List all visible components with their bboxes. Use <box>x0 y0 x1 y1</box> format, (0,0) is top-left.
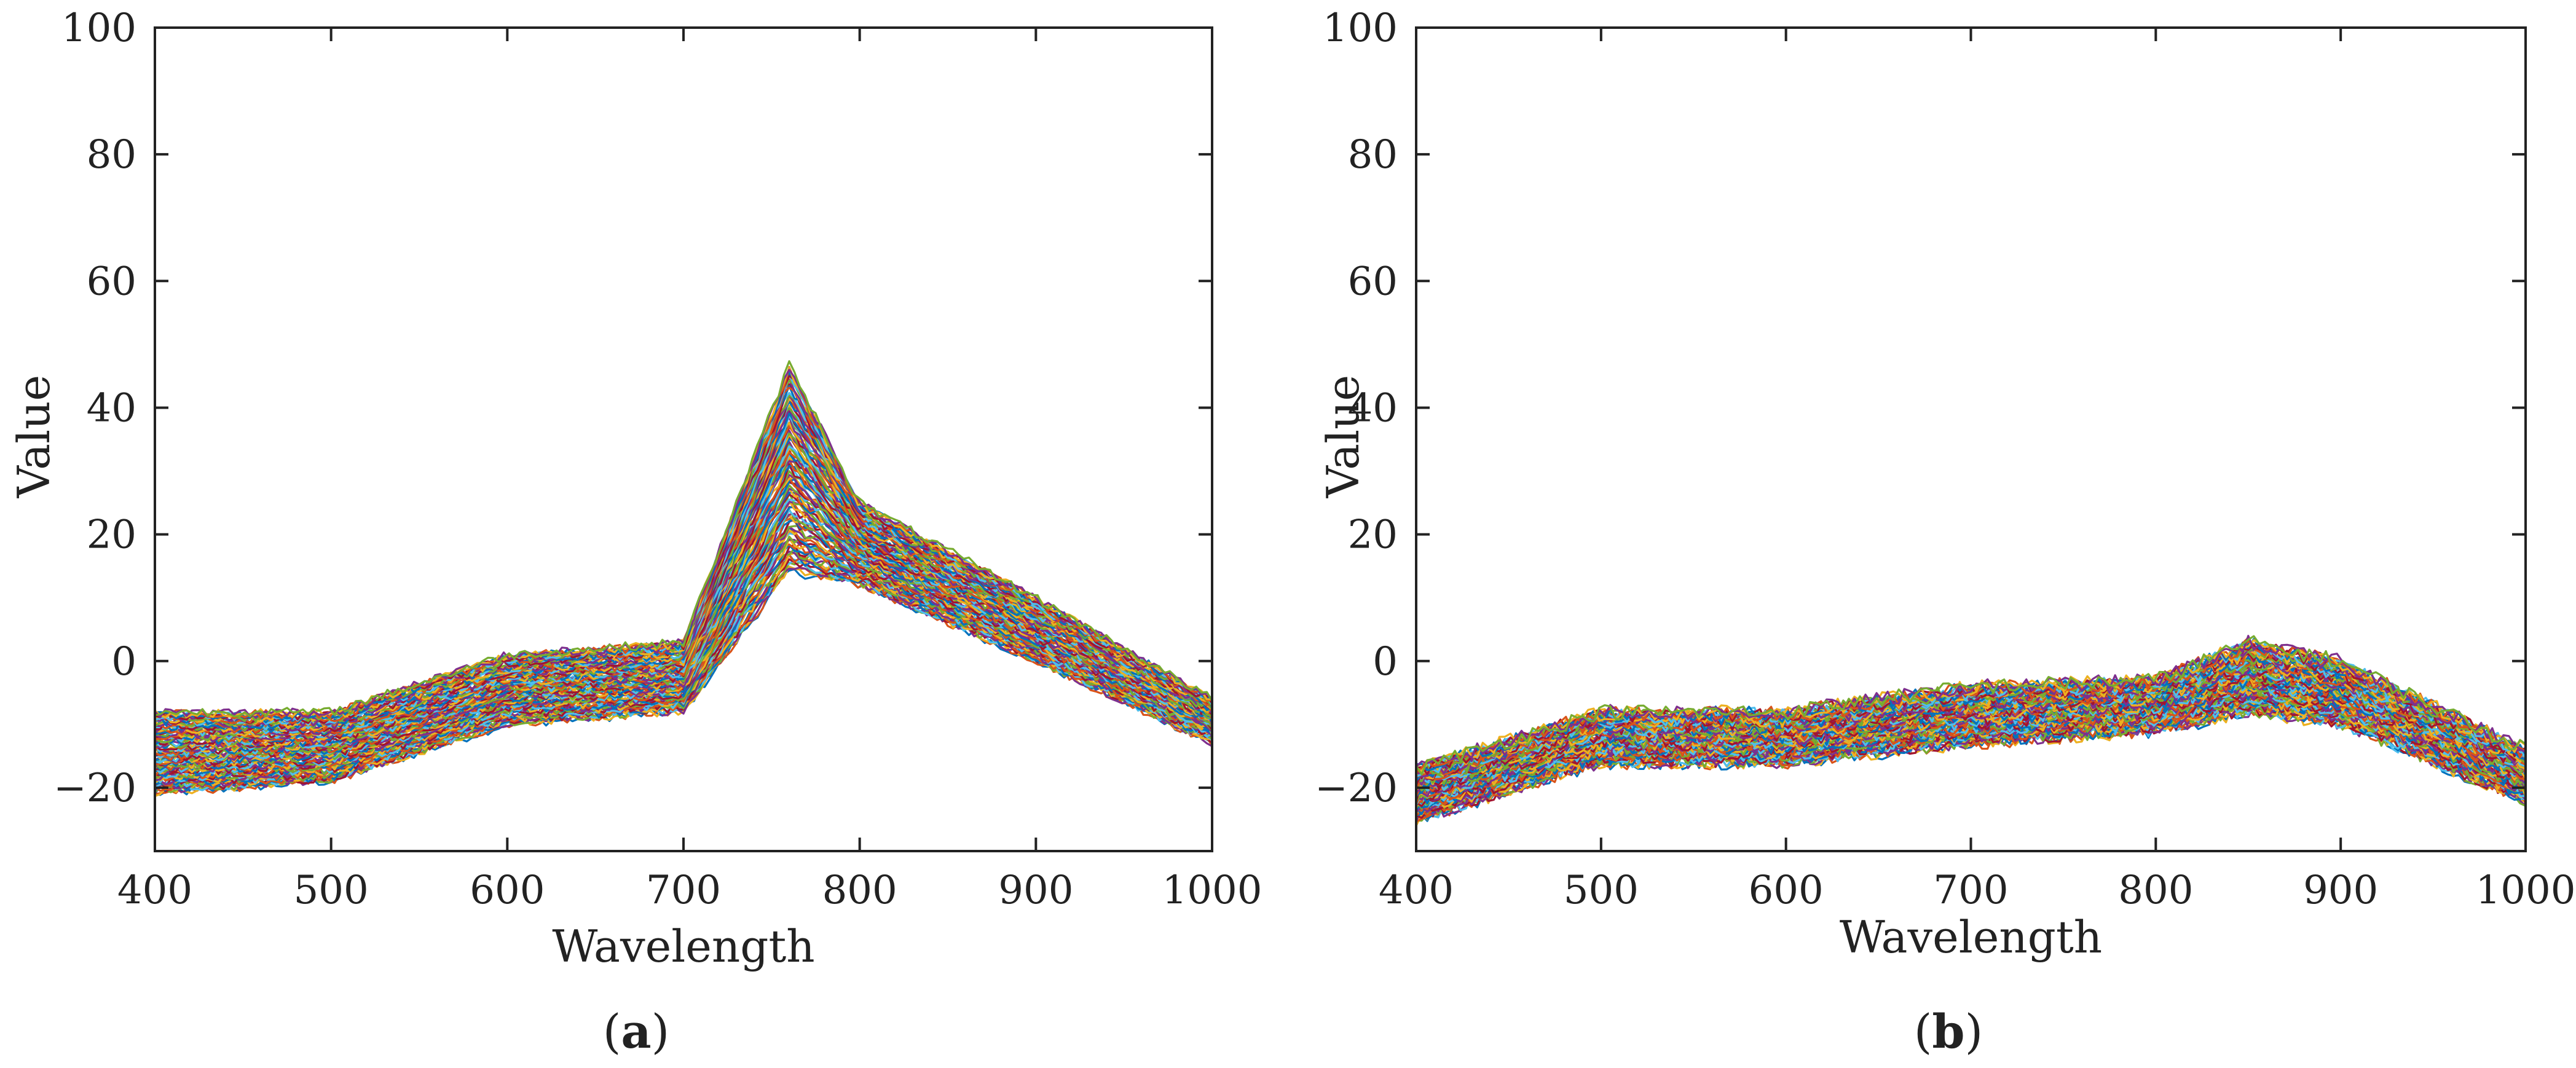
panel-a-caption: (a) <box>603 1004 670 1059</box>
panel-b-caption-open: ( <box>1914 1004 1932 1059</box>
panel-a-x-tick-label: 700 <box>646 868 721 913</box>
panel-a-caption-close: ) <box>652 1004 670 1059</box>
panel-b-x-axis-label: Wavelength <box>1840 911 2102 963</box>
panel-a-x-tick-label: 900 <box>998 868 1073 913</box>
panel-b-y-axis-label: Value <box>1317 375 1369 498</box>
panel-b-x-tick-label: 800 <box>2118 868 2193 913</box>
panel-b-series <box>1416 635 2526 827</box>
panel-b-x-tick-label: 400 <box>1379 868 1454 913</box>
panel-a-y-axis-label: Value <box>8 375 60 498</box>
panel-b-caption-close: ) <box>1965 1004 1983 1059</box>
panel-b-y-tick-label: 40 <box>1348 385 1398 431</box>
panel-b-y-tick-label: 0 <box>1373 639 1398 685</box>
panel-a-y-tick-label: 100 <box>61 6 136 51</box>
panel-a-x-tick-label: 1000 <box>1162 868 1262 913</box>
panel-a-caption-letter: a <box>621 1004 651 1059</box>
panel-a-y-tick-label: −20 <box>53 766 136 811</box>
panel-a-x-tick-label: 400 <box>117 868 192 913</box>
panel-b-y-tick-label: −20 <box>1315 766 1398 811</box>
panel-a-x-axis-label: Wavelength <box>552 921 814 972</box>
panel-a-y-tick-label: 40 <box>87 385 136 431</box>
panel-a-y-tick-label: 20 <box>87 512 136 558</box>
panel-b-ticks: 400 500 600 700 800 900 1000 −20 0 20 40 60 80 100 <box>1315 6 2576 913</box>
panel-b-spectrum-line <box>1416 635 2526 768</box>
panel-a-x-tick-label: 600 <box>470 868 545 913</box>
panel-a-x-tick-label: 800 <box>822 868 897 913</box>
panel-b-x-tick-label: 700 <box>1933 868 2008 913</box>
panel-b-x-tick-label: 900 <box>2303 868 2378 913</box>
panel-b-spectrum-line <box>1416 656 2526 790</box>
panel-b-y-tick-label: 60 <box>1348 259 1398 304</box>
panel-a-caption-open: ( <box>603 1004 621 1059</box>
panel-b-x-tick-label: 1000 <box>2476 868 2576 913</box>
panel-a-spectrum-line <box>155 360 1212 718</box>
panel-b-caption-letter: b <box>1932 1004 1964 1059</box>
panel-b-caption: (b) <box>1914 1004 1983 1059</box>
panel-b-x-tick-label: 500 <box>1564 868 1639 913</box>
panel-b-y-tick-label: 20 <box>1348 512 1398 558</box>
panel-a-series <box>155 360 1212 798</box>
panel-b-spectrum-line <box>1416 635 2526 775</box>
panel-b-y-tick-label: 100 <box>1323 6 1398 51</box>
panel-a-y-tick-label: 80 <box>87 132 136 178</box>
panel-a-x-tick-label: 500 <box>294 868 369 913</box>
panel-b-spectrum-line <box>1416 639 2526 772</box>
panel-a-y-tick-label: 0 <box>111 639 136 685</box>
panel-a: 400 500 600 700 800 900 1000 −20 0 20 40 60 80 100 Wa… <box>8 6 1262 1059</box>
panel-a-ticks: 400 500 600 700 800 900 1000 −20 0 20 40 60 80 100 <box>53 6 1262 913</box>
panel-b-y-tick-label: 80 <box>1348 132 1398 178</box>
panel-b-x-tick-label: 600 <box>1749 868 1824 913</box>
panel-a-y-tick-label: 60 <box>87 259 136 304</box>
panel-b: 400 500 600 700 800 900 1000 −20 0 20 40 60 80 100 Wa… <box>1315 6 2576 1059</box>
